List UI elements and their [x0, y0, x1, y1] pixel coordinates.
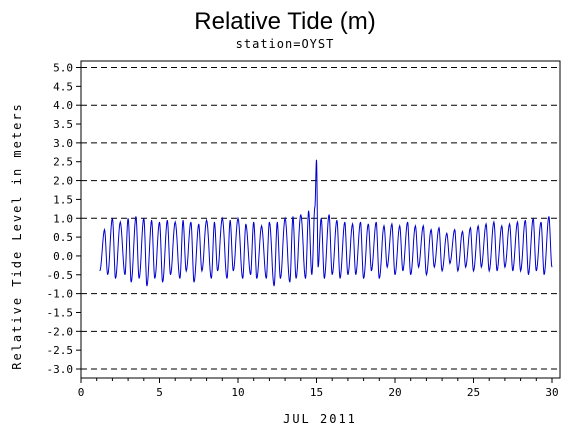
x-tick-label: 25 [467, 386, 480, 399]
y-tick-label: -1.5 [47, 306, 74, 319]
tide-line [99, 159, 553, 287]
y-tick-label: 0.0 [53, 250, 73, 263]
x-tick-label: 30 [545, 386, 558, 399]
chart-title: Relative Tide (m) [194, 8, 375, 35]
x-tick-label: 20 [388, 386, 401, 399]
tide-series [99, 159, 553, 287]
y-axis: -3.0 -2.5 -2.0 -1.5 -1.0 -0.5 0.0 0.5 1.0 1.5 2.0 2… [47, 62, 81, 376]
y-tick-label: -2.0 [47, 325, 74, 338]
plot-frame [80, 60, 561, 379]
y-tick-label: 4.5 [53, 80, 73, 93]
y-tick-label: 4.0 [53, 99, 73, 112]
y-tick-label: 0.5 [53, 231, 73, 244]
chart-subtitle: station=OYST [236, 37, 335, 51]
x-tick-label: 5 [156, 386, 163, 399]
y-tick-label: -0.5 [47, 269, 74, 282]
x-tick-label: 0 [78, 386, 85, 399]
y-tick-label: 3.0 [53, 137, 73, 150]
x-tick-label: 15 [310, 386, 323, 399]
y-tick-label: -1.0 [47, 288, 74, 301]
y-tick-label: 2.0 [53, 175, 73, 188]
y-axis-label: Relative Tide Level in meters [10, 102, 24, 370]
y-tick-label: -3.0 [47, 363, 74, 376]
y-tick-label: 3.5 [53, 118, 73, 131]
y-tick-label: 2.5 [53, 156, 73, 169]
y-tick-label: 5.0 [53, 62, 73, 75]
x-axis-label: JUL 2011 [283, 412, 357, 426]
y-tick-label: 1.5 [53, 193, 73, 206]
x-axis: 0 5 10 15 20 25 30 [78, 378, 559, 399]
y-tick-label: -2.5 [47, 344, 74, 357]
reference-lines [81, 67, 560, 370]
y-tick-label: 1.0 [53, 212, 73, 225]
x-tick-label: 10 [231, 386, 244, 399]
